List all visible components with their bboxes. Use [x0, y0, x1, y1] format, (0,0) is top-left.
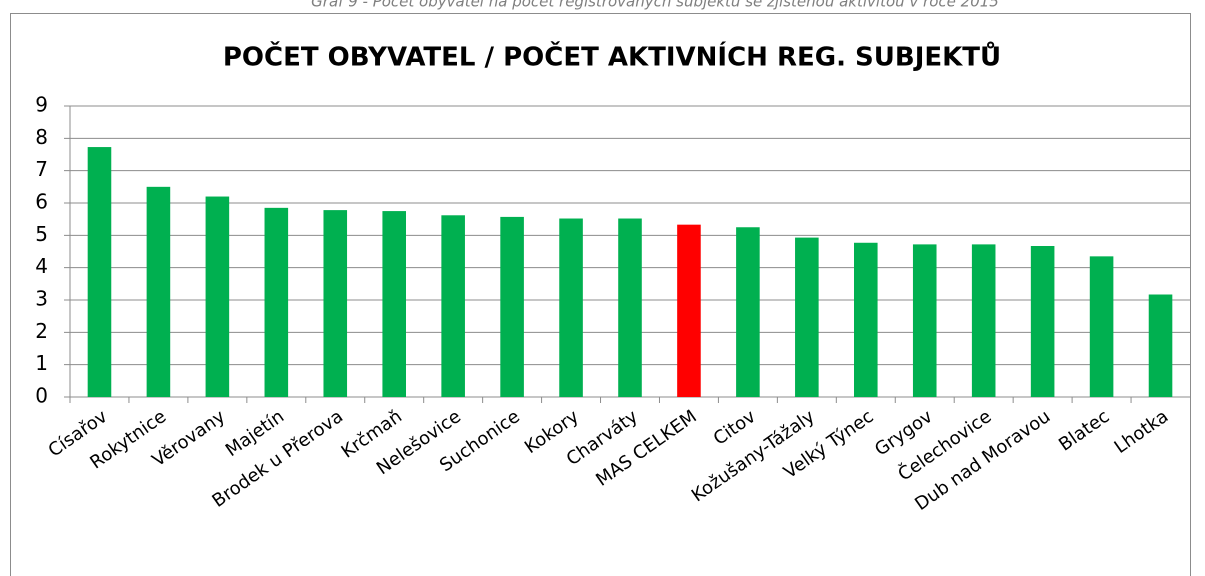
y-tick-label: 7: [35, 157, 48, 181]
bar: [559, 218, 583, 397]
bar: [87, 147, 112, 397]
bar: [382, 211, 406, 397]
y-tick-label: 8: [35, 125, 48, 149]
y-tick-label: 4: [35, 254, 48, 278]
bar: [912, 244, 937, 397]
bar: [795, 237, 819, 397]
y-tick-label: 2: [35, 319, 48, 343]
bar: [323, 210, 348, 397]
bar: [1030, 246, 1055, 397]
chart-frame: [10, 13, 1191, 576]
bar: [971, 244, 996, 397]
bar: [205, 196, 230, 397]
bar: [677, 224, 701, 397]
y-tick-label: 1: [35, 351, 48, 375]
bar: [264, 207, 289, 397]
y-tick-label: 0: [35, 384, 48, 408]
y-tick-label: 9: [35, 93, 48, 117]
bar: [441, 215, 465, 397]
y-tick-label: 5: [35, 222, 48, 246]
bar: [1089, 256, 1114, 397]
y-tick-label: 3: [35, 287, 48, 311]
caption: Graf 9 - Počet obyvatel na počet registr…: [311, 0, 999, 11]
bar: [736, 227, 760, 397]
bar: [500, 216, 524, 397]
bar: [618, 218, 642, 397]
bar: [146, 186, 171, 397]
bar: [854, 242, 878, 397]
y-tick-label: 6: [35, 190, 48, 214]
chart-title: POČET OBYVATEL / POČET AKTIVNÍCH REG. SU…: [223, 40, 1001, 73]
bar: [1148, 294, 1173, 397]
